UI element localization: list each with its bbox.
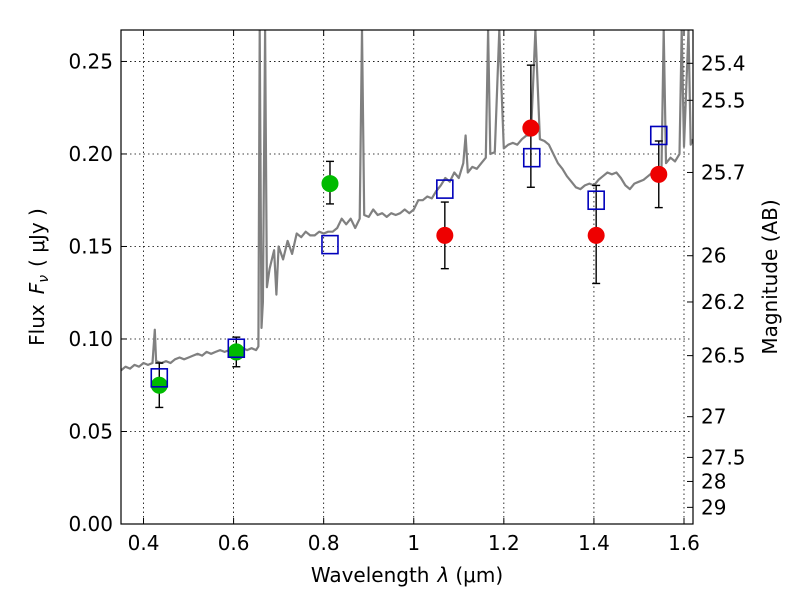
sed-model-line (121, 30, 693, 372)
synthetic-photometry-square (587, 190, 605, 211)
mag-tick-label: 25.4 (701, 51, 746, 75)
data-points-layer (150, 64, 668, 409)
x-tick-label: 0.6 (218, 531, 250, 555)
axis-ticks: 0.4 0.6 0.8 1 1.2 1.4 1.6 0.00 0.05 0.10 0.15 0.20 0… (68, 30, 746, 555)
x-tick-label: 1.4 (578, 531, 610, 555)
synthetic-photometry-square (649, 125, 668, 146)
y-tick-label: 0.25 (68, 49, 113, 73)
red-flux-point (650, 165, 668, 183)
green-flux-point (321, 175, 339, 193)
mag-tick-label: 25.5 (701, 88, 746, 112)
synthetic-photometry-square (227, 338, 246, 359)
synthetic-photometry-square (522, 147, 541, 168)
sed-model-layer (121, 30, 693, 372)
y-tick-label: 0.05 (68, 419, 113, 443)
mag-tick-label: 26.5 (701, 344, 746, 368)
synthetic-photometry-square (321, 234, 339, 255)
y2-axis-label: Magnitude (AB) (758, 199, 782, 354)
synthetic-photometry-square (436, 179, 454, 199)
red-flux-point (587, 226, 605, 244)
mag-tick-label: 29 (701, 495, 726, 519)
x-tick-label: 1.2 (488, 531, 520, 555)
x-tick-label: 1 (407, 531, 420, 555)
x-axis-label: Wavelength λ (μm) (311, 563, 503, 587)
plot-frame (120, 29, 694, 525)
x-tick-label: 1.6 (668, 531, 700, 555)
y-tick-label: 0.00 (68, 512, 113, 536)
mag-tick-label: 26.2 (701, 290, 746, 314)
mag-tick-label: 27.5 (701, 445, 746, 469)
mag-tick-label: 26 (701, 244, 726, 268)
y-tick-label: 0.20 (68, 142, 113, 166)
mag-tick-label: 28 (701, 469, 726, 493)
mag-tick-label: 25.7 (701, 160, 746, 184)
y-tick-label: 0.10 (68, 327, 113, 351)
synthetic-photometry-square (150, 368, 169, 388)
mag-tick-label: 27 (701, 405, 726, 429)
green-flux-point (150, 376, 168, 394)
y-axis-label: FluxFν( μJy ) (25, 208, 52, 346)
x-tick-label: 0.8 (308, 531, 340, 555)
red-flux-point (436, 226, 454, 244)
grid-lines (121, 30, 693, 525)
y-tick-label: 0.15 (68, 234, 113, 258)
x-tick-label: 0.4 (128, 531, 160, 555)
red-flux-point (522, 119, 540, 137)
